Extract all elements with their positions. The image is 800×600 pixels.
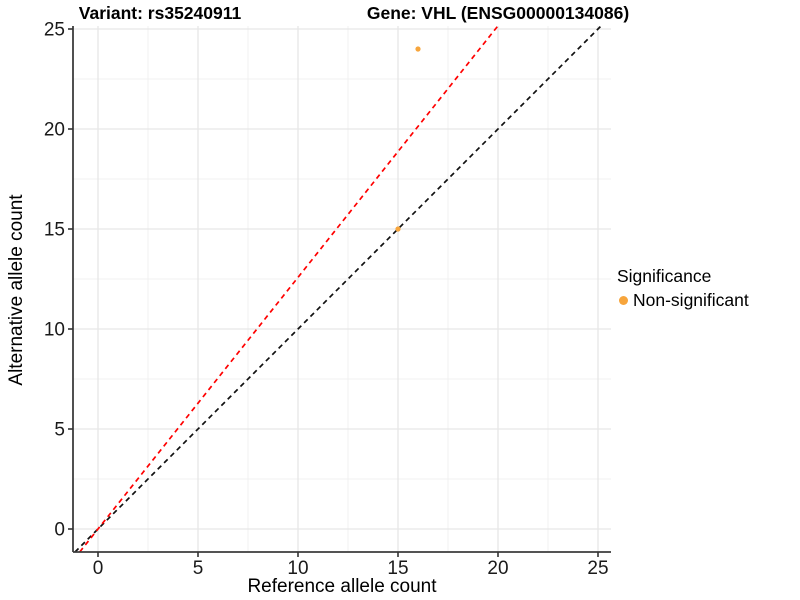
y-tick-label: 0: [54, 520, 65, 541]
y-axis-title: Alternative allele count: [6, 194, 27, 386]
y-tick-label: 10: [44, 320, 65, 341]
allelic-ratio-line: [79, 25, 499, 553]
x-tick-label: 20: [487, 558, 508, 579]
legend-title: Significance: [617, 266, 712, 286]
x-tick-label: 10: [287, 558, 308, 579]
data-point: [395, 226, 401, 232]
data-point: [415, 46, 421, 52]
y-tick-label: 5: [54, 420, 65, 441]
legend-item-label: Non-significant: [633, 290, 749, 310]
x-tick-label: 0: [93, 558, 104, 579]
y-tick-label: 20: [44, 120, 65, 141]
legend-item-non-significant: Non-significant: [617, 290, 749, 311]
legend-point-icon: [619, 296, 628, 305]
x-tick-label: 15: [387, 558, 408, 579]
identity-line: [74, 25, 602, 553]
legend: Significance Non-significant: [617, 266, 749, 311]
chart-title-gene: Gene: VHL (ENSG00000134086): [366, 3, 630, 23]
x-tick-label: 5: [193, 558, 204, 579]
chart-title-variant: Variant: rs35240911: [78, 3, 242, 23]
y-tick-label: 25: [44, 20, 65, 41]
y-tick-label: 15: [44, 220, 65, 241]
x-tick-label: 25: [587, 558, 608, 579]
x-axis-title: Reference allele count: [247, 576, 437, 597]
